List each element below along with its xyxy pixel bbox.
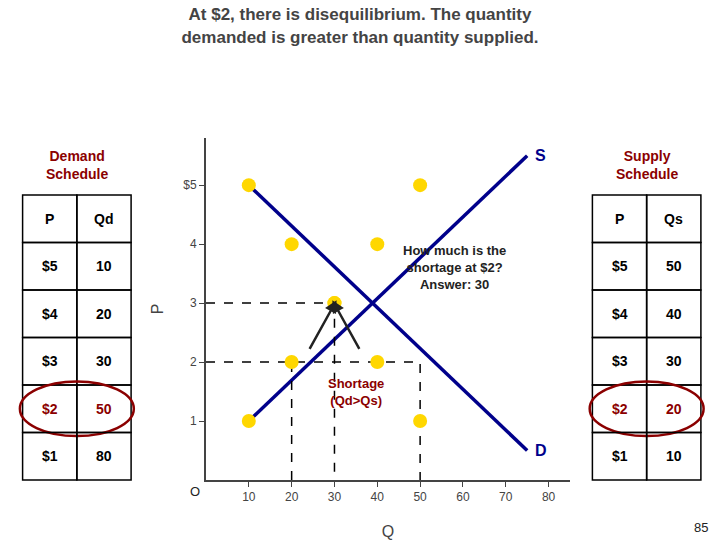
svg-text:S: S bbox=[535, 147, 546, 164]
svg-text:$1: $1 bbox=[42, 448, 58, 464]
svg-text:50: 50 bbox=[413, 490, 427, 504]
svg-text:$4: $4 bbox=[612, 306, 628, 322]
svg-text:P: P bbox=[45, 211, 54, 227]
svg-text:20: 20 bbox=[285, 490, 299, 504]
svg-text:4: 4 bbox=[190, 237, 197, 251]
svg-text:3: 3 bbox=[190, 296, 197, 310]
svg-text:Q: Q bbox=[382, 523, 394, 540]
svg-text:$5: $5 bbox=[42, 258, 58, 274]
svg-text:$3: $3 bbox=[612, 353, 628, 369]
svg-text:At $2, there is disequilibrium: At $2, there is disequilibrium. The quan… bbox=[181, 5, 538, 46]
svg-text:80: 80 bbox=[542, 490, 556, 504]
svg-text:O: O bbox=[190, 484, 200, 499]
svg-text:85: 85 bbox=[694, 520, 708, 535]
svg-text:$2: $2 bbox=[42, 401, 58, 417]
svg-text:Shortage(Qd>Qs): Shortage(Qd>Qs) bbox=[328, 376, 384, 408]
svg-text:$2: $2 bbox=[612, 401, 628, 417]
svg-text:80: 80 bbox=[96, 448, 112, 464]
svg-text:30: 30 bbox=[96, 353, 112, 369]
svg-text:2: 2 bbox=[190, 355, 197, 369]
svg-text:40: 40 bbox=[666, 306, 682, 322]
svg-text:40: 40 bbox=[371, 490, 385, 504]
svg-text:$5: $5 bbox=[612, 258, 628, 274]
svg-text:10: 10 bbox=[96, 258, 112, 274]
svg-text:10: 10 bbox=[242, 490, 256, 504]
svg-text:How much is theshortage at $2?: How much is theshortage at $2?Answer: 30 bbox=[403, 243, 506, 292]
svg-text:50: 50 bbox=[96, 401, 112, 417]
svg-text:$4: $4 bbox=[42, 306, 58, 322]
svg-text:DemandSchedule: DemandSchedule bbox=[46, 148, 108, 182]
svg-text:SupplySchedule: SupplySchedule bbox=[616, 148, 678, 182]
svg-text:50: 50 bbox=[666, 258, 682, 274]
svg-text:60: 60 bbox=[456, 490, 470, 504]
svg-text:30: 30 bbox=[328, 490, 342, 504]
svg-text:Qs: Qs bbox=[664, 211, 683, 227]
svg-text:P: P bbox=[149, 304, 166, 315]
svg-text:$1: $1 bbox=[612, 448, 628, 464]
svg-text:Qd: Qd bbox=[94, 211, 113, 227]
svg-text:30: 30 bbox=[666, 353, 682, 369]
svg-text:1: 1 bbox=[190, 414, 197, 428]
svg-text:10: 10 bbox=[666, 448, 682, 464]
svg-text:20: 20 bbox=[96, 306, 112, 322]
svg-text:20: 20 bbox=[666, 401, 682, 417]
svg-text:P: P bbox=[615, 211, 624, 227]
svg-text:$5: $5 bbox=[183, 178, 197, 192]
svg-text:70: 70 bbox=[499, 490, 513, 504]
svg-text:$3: $3 bbox=[42, 353, 58, 369]
svg-text:D: D bbox=[535, 442, 547, 459]
